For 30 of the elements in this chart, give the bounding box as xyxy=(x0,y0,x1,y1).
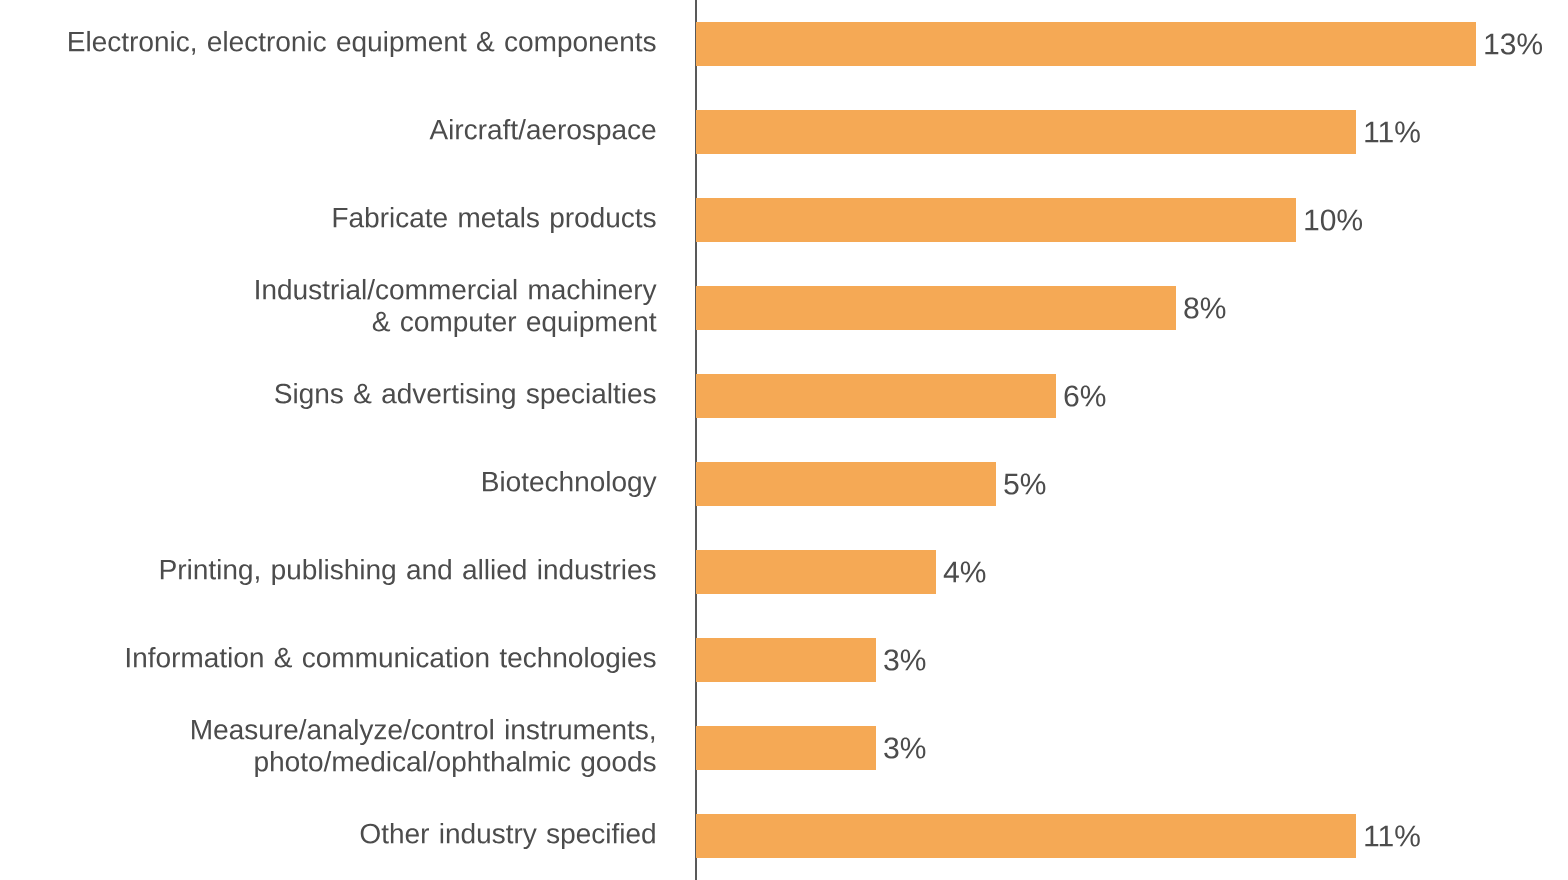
bar xyxy=(696,286,1176,330)
data-label: 4% xyxy=(943,561,986,583)
bar xyxy=(696,814,1357,859)
y-tick-label: Signs & advertising specialties xyxy=(275,382,656,410)
bar xyxy=(696,198,1296,242)
y-tick-label: Other industry specified xyxy=(360,822,655,850)
data-label: 8% xyxy=(1184,297,1226,319)
data-label: 10% xyxy=(1305,209,1363,231)
data-label: 13% xyxy=(1485,33,1543,55)
y-tick-label: Information & communication technologies xyxy=(126,646,656,674)
data-label: 11% xyxy=(1365,121,1420,143)
y-tick-label: Fabricate metals products xyxy=(333,206,656,234)
data-label: 3% xyxy=(884,649,926,671)
y-tick-label: Printing, publishing and allied industries xyxy=(160,558,656,586)
y-tick-label: Aircraft/aerospace xyxy=(429,118,656,146)
data-label: 5% xyxy=(1004,473,1046,495)
bar xyxy=(696,550,936,595)
bar xyxy=(696,22,1476,66)
bar xyxy=(696,110,1357,154)
bar xyxy=(696,726,876,771)
y-tick-label: Measure/analyze/control instruments, photo/medical/ophthalmic goods xyxy=(192,718,656,778)
data-label: 6% xyxy=(1064,385,1106,407)
data-label: 3% xyxy=(884,737,926,759)
y-tick-label: Electronic, electronic equipment & components xyxy=(69,30,656,58)
bar xyxy=(696,462,996,506)
bar xyxy=(696,374,1057,418)
y-tick-label: Biotechnology xyxy=(483,470,657,498)
y-tick-label: Industrial/commercial machinery & computer equipment xyxy=(256,278,657,338)
bar xyxy=(696,638,876,683)
data-label: 11% xyxy=(1365,825,1420,847)
